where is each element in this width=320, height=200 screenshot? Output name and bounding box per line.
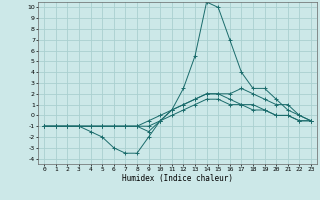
- X-axis label: Humidex (Indice chaleur): Humidex (Indice chaleur): [122, 174, 233, 183]
